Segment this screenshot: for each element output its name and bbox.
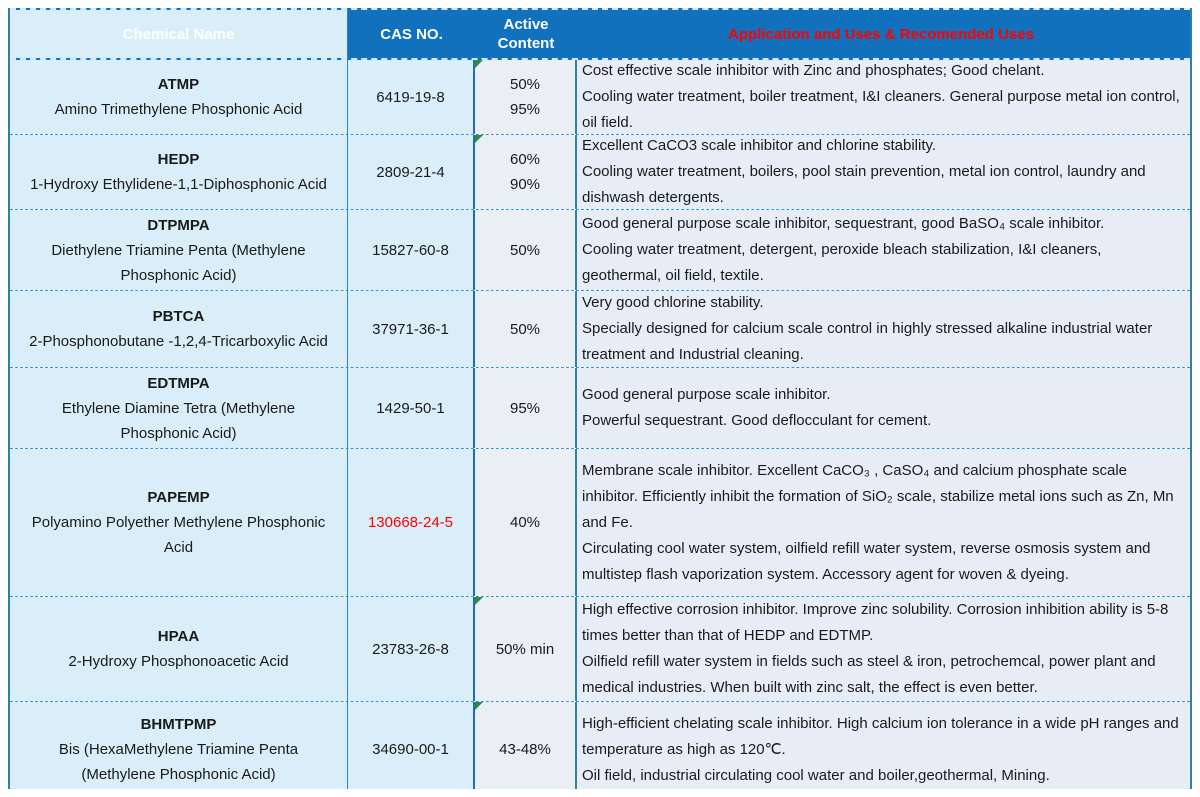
table-row-dtpmpa: DTPMPA Diethylene Triamine Penta (Methyl…	[10, 210, 1190, 291]
excel-error-marker-icon	[475, 60, 483, 68]
application-line: Excellent CaCO3 scale inhibitor and chlo…	[582, 137, 937, 154]
active-content-value: 50% 95%	[509, 76, 541, 118]
chemical-name-cell: HEDP 1-Hydroxy Ethylidene-1,1-Diphosphon…	[10, 135, 348, 209]
chemical-abbr: BHMTPMP	[140, 716, 217, 733]
chemical-abbr: EDTMPA	[147, 374, 210, 392]
application-line: Specially designed for calcium scale con…	[582, 320, 1153, 363]
application-line: Oil field, industrial circulating cool w…	[582, 766, 1050, 784]
application-line: Membrane scale inhibitor. Excellent CaCO…	[582, 461, 1174, 531]
application-line: High-efficient chelating scale inhibitor…	[582, 714, 1179, 758]
excel-error-marker-icon	[475, 597, 483, 605]
active-content-cell: 50%	[475, 210, 577, 290]
application-cell: Excellent CaCO3 scale inhibitor and chlo…	[577, 135, 1190, 209]
table-row-edtmpa: EDTMPA Ethylene Diamine Tetra (Methylene…	[10, 368, 1190, 449]
header-chemical-name: Chemical Name	[10, 10, 348, 58]
application-line: Good general purpose scale inhibitor, se…	[582, 215, 1105, 232]
active-content-cell: 40%	[475, 449, 577, 596]
application-line: Cooling water treatment, detergent, pero…	[582, 241, 1102, 284]
header-active-content: Active Content	[497, 16, 555, 52]
cas-cell: 2809-21-4	[348, 135, 475, 209]
cas-cell: 1429-50-1	[348, 368, 475, 448]
active-content-value: 50% min	[495, 640, 555, 658]
application-line: Cooling water treatment, boilers, pool s…	[582, 163, 1146, 206]
chemical-abbr: PAPEMP	[147, 489, 210, 506]
active-content-value: 50%	[509, 241, 541, 259]
application-cell: High-efficient chelating scale inhibitor…	[577, 702, 1190, 789]
application-cell: Very good chlorine stability. Specially …	[577, 291, 1190, 367]
chemical-abbr: HEDP	[157, 151, 200, 168]
active-content-cell: 43-48%	[475, 702, 577, 789]
application-line: Good general purpose scale inhibitor.	[582, 386, 831, 403]
active-content-cell: 95%	[475, 368, 577, 448]
active-content-value: 60% 90%	[509, 151, 541, 193]
chemical-name-cell: HPAA 2-Hydroxy Phosphonoacetic Acid	[10, 597, 348, 701]
table-row-papemp: PAPEMP Polyamino Polyether Methylene Pho…	[10, 449, 1190, 597]
cas-cell: 37971-36-1	[348, 291, 475, 367]
table-row-bhmtpmp: BHMTPMP Bis (HexaMethylene Triamine Pent…	[10, 702, 1190, 789]
cas-cell: 34690-00-1	[348, 702, 475, 789]
chemical-full-name: Amino Trimethylene Phosphonic Acid	[54, 101, 303, 118]
chemical-name-cell: ATMP Amino Trimethylene Phosphonic Acid	[10, 60, 348, 134]
application-cell: Cost effective scale inhibitor with Zinc…	[577, 60, 1190, 134]
application-cell: Good general purpose scale inhibitor. Po…	[577, 368, 1190, 448]
header-application: Application and Uses & Recomended Uses	[728, 25, 1034, 43]
application-line: Cost effective scale inhibitor with Zinc…	[582, 62, 1045, 79]
chemical-products-table: Chemical Name CAS NO. Active Content App…	[8, 8, 1192, 789]
table-header-row: Chemical Name CAS NO. Active Content App…	[10, 8, 1190, 60]
chemical-full-name: 1-Hydroxy Ethylidene-1,1-Diphosphonic Ac…	[30, 176, 327, 193]
application-line: High effective corrosion inhibitor. Impr…	[582, 601, 1169, 644]
application-line: Very good chlorine stability.	[582, 294, 764, 311]
chemical-name-cell: PBTCA 2-Phosphonobutane -1,2,4-Tricarbox…	[10, 291, 348, 367]
chemical-full-name: Bis (HexaMethylene Triamine Penta (Methy…	[58, 741, 299, 783]
cas-cell: 15827-60-8	[348, 210, 475, 290]
chemical-abbr: DTPMPA	[147, 216, 210, 234]
application-line: Circulating cool water system, oilfield …	[582, 539, 1151, 583]
application-line: Oilfield refill water system in fields s…	[582, 653, 1156, 696]
chemical-name-cell: DTPMPA Diethylene Triamine Penta (Methyl…	[10, 210, 348, 290]
application-cell: High effective corrosion inhibitor. Impr…	[577, 597, 1190, 701]
application-line: Cooling water treatment, boiler treatmen…	[582, 88, 1180, 131]
active-content-value: 50%	[509, 320, 541, 338]
chemical-full-name: Polyamino Polyether Methylene Phosphonic…	[31, 514, 326, 556]
cas-cell: 6419-19-8	[348, 60, 475, 134]
chemical-abbr: ATMP	[157, 76, 200, 93]
chemical-name-cell: EDTMPA Ethylene Diamine Tetra (Methylene…	[10, 368, 348, 448]
chemical-full-name: 2-Phosphonobutane -1,2,4-Tricarboxylic A…	[29, 333, 328, 350]
table-row-hpaa: HPAA 2-Hydroxy Phosphonoacetic Acid 2378…	[10, 597, 1190, 702]
application-cell: Membrane scale inhibitor. Excellent CaCO…	[577, 449, 1190, 596]
chemical-abbr: HPAA	[157, 628, 200, 645]
cas-cell: 23783-26-8	[348, 597, 475, 701]
chemical-full-name: 2-Hydroxy Phosphonoacetic Acid	[68, 653, 289, 670]
excel-error-marker-icon	[475, 702, 483, 710]
active-content-value: 43-48%	[499, 741, 551, 758]
table-row-atmp: ATMP Amino Trimethylene Phosphonic Acid …	[10, 60, 1190, 135]
active-content-cell: 50%	[475, 291, 577, 367]
chemical-name-cell: BHMTPMP Bis (HexaMethylene Triamine Pent…	[10, 702, 348, 789]
table-row-pbtca: PBTCA 2-Phosphonobutane -1,2,4-Tricarbox…	[10, 291, 1190, 368]
chemical-full-name: Diethylene Triamine Penta (Methylene Pho…	[51, 241, 306, 284]
table-row-hedp: HEDP 1-Hydroxy Ethylidene-1,1-Diphosphon…	[10, 135, 1190, 210]
active-content-value: 95%	[509, 399, 541, 417]
active-content-cell: 50% 95%	[475, 60, 577, 134]
active-content-cell: 50% min	[475, 597, 577, 701]
cas-cell-highlighted: 130668-24-5	[348, 449, 475, 596]
header-cas-no: CAS NO.	[380, 25, 443, 43]
excel-error-marker-icon	[475, 135, 483, 143]
chemical-name-cell: PAPEMP Polyamino Polyether Methylene Pho…	[10, 449, 348, 596]
chemical-full-name: Ethylene Diamine Tetra (Methylene Phosph…	[61, 399, 296, 442]
application-cell: Good general purpose scale inhibitor, se…	[577, 210, 1190, 290]
active-content-value: 40%	[509, 514, 541, 531]
chemical-abbr: PBTCA	[152, 308, 205, 325]
active-content-cell: 60% 90%	[475, 135, 577, 209]
application-line: Powerful sequestrant. Good deflocculant …	[582, 412, 932, 429]
